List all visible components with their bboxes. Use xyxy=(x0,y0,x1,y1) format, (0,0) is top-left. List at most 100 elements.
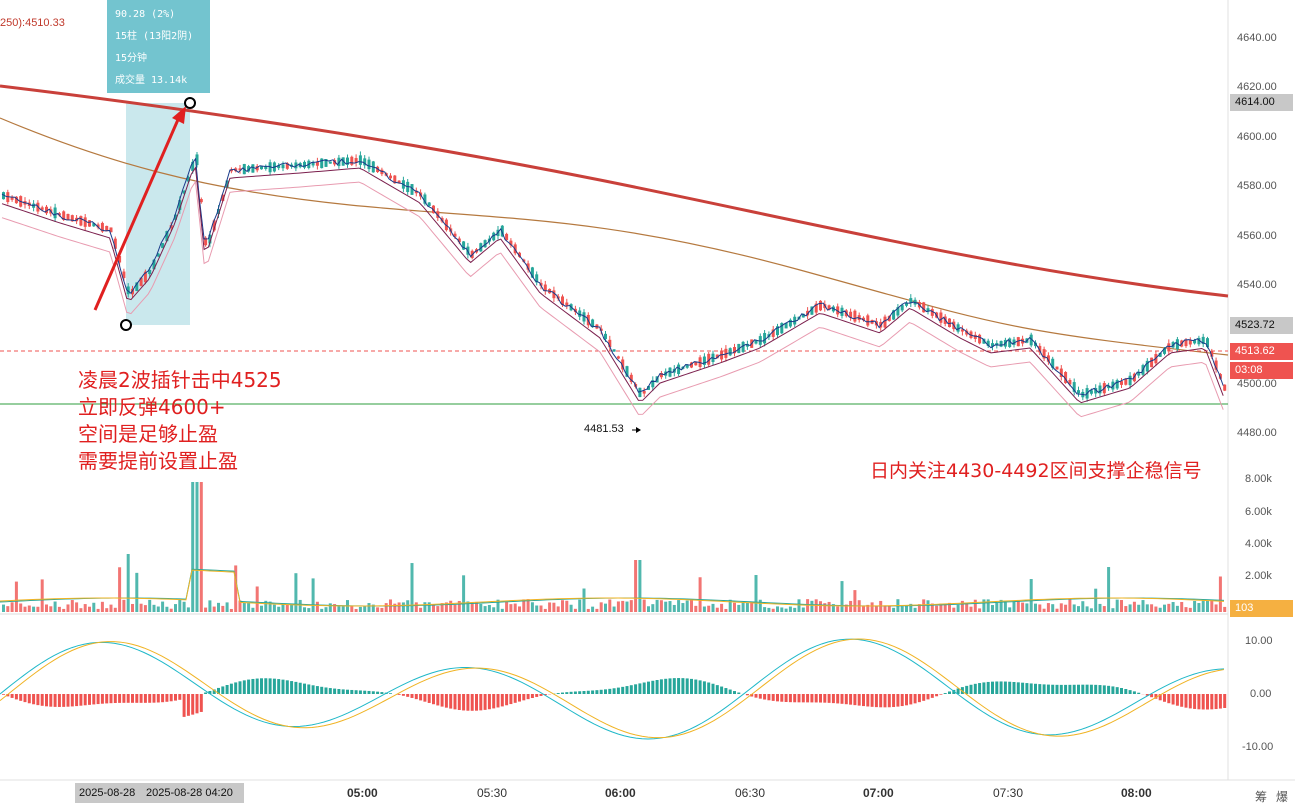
volume-bar xyxy=(307,608,311,612)
volume-bar xyxy=(1077,606,1080,612)
volume-bar xyxy=(49,606,53,612)
volume-bar xyxy=(380,607,384,612)
candle-body xyxy=(956,324,960,332)
volume-bar xyxy=(126,554,130,612)
price-axis-label: 4540.00 xyxy=(1237,279,1277,291)
volume-bar xyxy=(720,603,724,612)
volume-bar xyxy=(333,604,337,612)
volume-bar xyxy=(66,604,70,612)
volume-bar xyxy=(672,604,676,612)
volume-bar xyxy=(651,604,655,612)
macd-bar xyxy=(487,694,491,710)
candle-body xyxy=(1046,355,1050,362)
macd-bar xyxy=(475,694,478,711)
macd-bar xyxy=(79,694,83,706)
volume-bar xyxy=(363,606,367,612)
candle-body xyxy=(14,196,18,204)
candle-body xyxy=(1137,371,1141,376)
volume-bar xyxy=(1167,603,1171,612)
macd-bar xyxy=(973,683,977,694)
volume-bar xyxy=(612,606,616,612)
candle-body xyxy=(1145,360,1149,372)
macd-bar xyxy=(526,694,530,700)
candle-body xyxy=(1012,339,1016,345)
volume-bar xyxy=(1175,605,1179,612)
candle-body xyxy=(995,343,999,346)
volume-bar xyxy=(354,608,358,612)
volume-bar xyxy=(371,604,375,612)
candle-body xyxy=(135,282,139,291)
volume-bar xyxy=(19,603,23,612)
volume-bar xyxy=(1038,604,1042,612)
volume-bar xyxy=(535,605,539,612)
macd-bar xyxy=(840,694,844,704)
volume-bar xyxy=(724,608,728,612)
volume-bar xyxy=(290,603,294,612)
macd-bar xyxy=(337,689,341,694)
macd-bar xyxy=(1008,681,1012,694)
volume-bar xyxy=(131,603,134,612)
liquidation-button[interactable]: 爆 xyxy=(1276,790,1289,804)
volume-bar xyxy=(229,608,233,612)
countdown-tag: 03:08 xyxy=(1230,362,1293,379)
macd-bar xyxy=(943,693,947,694)
volume-bar xyxy=(862,606,865,612)
candle-body xyxy=(96,224,100,228)
volume-bar xyxy=(36,606,40,612)
volume-bar xyxy=(982,599,986,612)
macd-bar xyxy=(629,685,633,694)
macd-bar xyxy=(556,693,560,694)
macd-bar xyxy=(634,684,638,694)
macd-bar xyxy=(862,694,865,707)
candle-body xyxy=(1197,337,1201,345)
volume-bar xyxy=(530,602,534,612)
macd-bar xyxy=(1218,694,1222,709)
macd-bar xyxy=(380,692,384,694)
candle-body xyxy=(806,310,810,316)
candle-body xyxy=(991,343,994,347)
macd-bar xyxy=(694,679,698,694)
candle-body xyxy=(169,225,173,229)
volume-bar xyxy=(552,602,556,612)
macd-bar xyxy=(1175,694,1179,706)
candle-body xyxy=(251,164,255,173)
volume-bar xyxy=(883,605,887,612)
macd-bar xyxy=(182,694,186,717)
macd-bar xyxy=(900,694,904,707)
chips-button[interactable]: 筹 xyxy=(1255,790,1268,804)
range-end-handle[interactable] xyxy=(184,97,196,109)
macd-bar xyxy=(483,694,487,710)
volume-bar xyxy=(1068,599,1072,612)
candle-body xyxy=(642,391,646,394)
candle-body xyxy=(234,168,238,172)
volume-bar xyxy=(1029,579,1033,612)
volume-bar xyxy=(466,601,470,612)
candle-body xyxy=(733,347,736,354)
macd-bar xyxy=(604,689,607,694)
volume-bar xyxy=(595,608,599,612)
macd-bar xyxy=(1193,694,1197,709)
candle-body xyxy=(543,284,547,292)
candle-body xyxy=(960,329,964,332)
volume-bar xyxy=(668,601,672,612)
macd-bar xyxy=(745,694,749,696)
candle-body xyxy=(771,329,775,337)
range-start-handle[interactable] xyxy=(120,319,132,331)
candle-body xyxy=(827,305,831,310)
volume-bar xyxy=(694,605,698,612)
macd-bar xyxy=(883,694,887,708)
volume-bar xyxy=(892,607,896,612)
macd-bar xyxy=(737,692,741,694)
volume-bar xyxy=(1132,601,1136,612)
macd-bar xyxy=(208,690,212,694)
macd-bar xyxy=(724,688,728,694)
candle-body xyxy=(79,216,83,226)
candle-body xyxy=(939,312,943,323)
macd-bar xyxy=(66,694,70,707)
volume-bar xyxy=(156,606,160,612)
macd-bar xyxy=(449,694,453,709)
macd-bar xyxy=(1111,686,1115,694)
volume-bar xyxy=(556,606,560,612)
macd-bar xyxy=(1107,685,1111,694)
